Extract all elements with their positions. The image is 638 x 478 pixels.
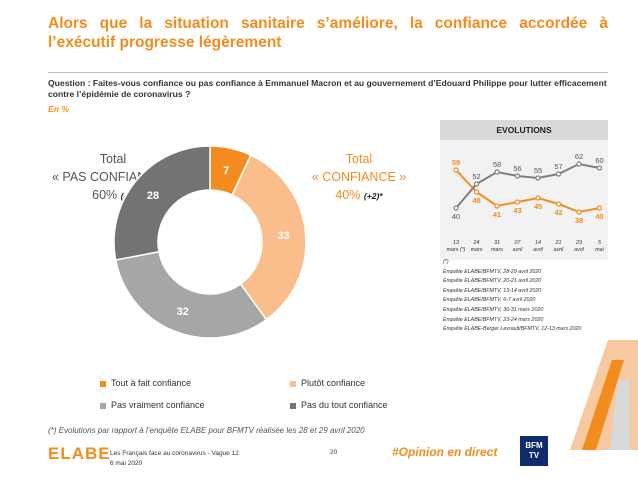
source-line: Enquête ELABE/BFMTV, 13-14 avril 2020	[443, 287, 542, 294]
evolution-value-label-1-0: 40	[452, 212, 460, 221]
total-confidence-line1: Total	[345, 152, 373, 166]
evolution-point-0-7	[596, 205, 603, 211]
evolution-value-label-0-5: 42	[554, 208, 562, 217]
title-divider	[48, 72, 608, 73]
legend-label-pas-du-tout: Pas du tout confiance	[301, 400, 388, 410]
page-number: 20	[330, 449, 338, 456]
source-line: Enquête ELABE/BFMTV, 28-29 avril 2020	[443, 268, 542, 275]
total-no-confidence-value: 60%	[92, 188, 118, 202]
hashtag: #Opinion en direct	[392, 445, 498, 459]
footer-line1: Les Français face au coronavirus - Vague…	[110, 450, 239, 457]
evolution-value-label-0-6: 38	[575, 216, 583, 225]
evolution-x-label-5: 21 avril	[554, 240, 565, 253]
total-confidence-delta: (+2)*	[363, 191, 383, 201]
evolution-point-1-2	[494, 169, 500, 175]
donut-label-pas-du-tout: 28	[147, 190, 159, 202]
evolution-point-1-3	[514, 173, 521, 179]
evolution-point-1-1	[473, 181, 480, 187]
legend-swatch-pas-vraiment	[100, 402, 106, 409]
evolution-point-0-0	[453, 167, 459, 173]
legend-label-pas-vraiment: Pas vraiment confiance	[111, 400, 205, 410]
evolution-x-label-2: 31 mars	[491, 240, 503, 253]
deco-shape-grey	[610, 380, 630, 450]
source-line: (*)	[443, 259, 449, 265]
source-line: Enquête ELABE/BFMTV, 20-21 avril 2020	[443, 278, 542, 285]
evolution-x-label-3: 07 avril	[513, 240, 524, 253]
legend-label-tout-a-fait: Tout à fait confiance	[111, 378, 192, 388]
evolution-point-1-5	[555, 171, 562, 177]
legend-item-pas-vraiment: Pas vraiment confiance	[100, 400, 205, 410]
total-confidence-line2: « CONFIANCE »	[311, 170, 407, 184]
evolution-point-1-7	[596, 165, 603, 171]
legend-item-plutot: Plutôt confiance	[290, 378, 365, 388]
evolution-title: EVOLUTIONS	[440, 120, 608, 140]
evolution-x-label-0: 13 mars (*)	[447, 240, 466, 253]
donut-chart: 7 33 32 28	[113, 145, 307, 339]
donut-label-plutot: 33	[278, 230, 290, 242]
evolution-point-0-1	[473, 189, 480, 195]
bfm-logo-line2: TV	[528, 451, 540, 460]
evolution-line-chart: 59 48 41 43 45 42 38 40 40 52 58 56 55 57 62 60 13 mars (…	[447, 152, 605, 253]
elabe-corner-decoration	[570, 340, 638, 450]
evolution-value-label-0-0: 59	[452, 158, 460, 167]
legend-swatch-tout-a-fait	[100, 380, 106, 387]
evolution-value-label-1-2: 58	[493, 160, 501, 169]
evolution-point-0-2	[494, 203, 500, 209]
evolution-point-0-3	[514, 199, 521, 205]
sources-list: (*) Enquête ELABE/BFMTV, 28-29 avril 2020…	[443, 258, 623, 335]
total-no-confidence-line1: Total	[99, 152, 127, 166]
evolution-value-label-1-7: 60	[595, 156, 603, 165]
source-line: Enquête ELABE-Berger Levrault/BFMTV, 12-…	[443, 326, 582, 333]
footer-text: Les Français face au coronavirus - Vague…	[110, 449, 239, 469]
evolution-x-label-1: 24 mars	[471, 240, 483, 253]
legend-item-pas-du-tout: Pas du tout confiance	[290, 400, 388, 410]
unit-label: En %	[48, 104, 70, 114]
elabe-logo: ELABE	[48, 444, 111, 463]
total-confidence: Total « CONFIANCE » 40% (+2)*	[300, 150, 418, 205]
evolution-series-line-0	[455, 169, 600, 214]
legend-item-tout-a-fait: Tout à fait confiance	[100, 378, 191, 388]
donut-slice-plutot	[231, 154, 307, 321]
page-title: Alors que la situation sanitaire s’améli…	[48, 15, 608, 51]
footer-line2: 6 mai 2020	[110, 460, 143, 467]
donut-slice-pas-vraiment	[114, 250, 268, 339]
evolution-point-0-6	[576, 209, 582, 215]
evolution-value-label-1-4: 55	[534, 166, 542, 175]
donut-slice-pas-du-tout	[113, 145, 211, 261]
footnote: (*) Evolutions par rapport à l’enquête E…	[48, 426, 365, 435]
evolution-panel	[440, 120, 608, 260]
evolution-point-1-6	[576, 161, 582, 167]
legend-swatch-pas-du-tout	[290, 402, 296, 409]
legend-label-plutot: Plutôt confiance	[301, 378, 366, 388]
evolution-point-1-0	[453, 205, 459, 211]
evolution-value-label-0-4: 45	[534, 202, 542, 211]
bfm-logo-line1: BFM	[525, 441, 543, 450]
evolution-point-1-4	[535, 175, 541, 181]
evolution-value-label-1-3: 56	[513, 164, 521, 173]
evolution-x-label-7: 5 mai	[595, 240, 604, 253]
source-line: Enquête ELABE/BFMTV, 6-7 avril 2020	[443, 297, 536, 304]
source-line: Enquête ELABE/BFMTV, 30-31 mars 2020	[443, 306, 544, 313]
deco-shape-orange	[582, 360, 624, 450]
evolution-value-label-0-7: 40	[595, 212, 603, 221]
bfmtv-logo: BFM TV	[520, 436, 548, 466]
evolution-value-label-0-2: 41	[493, 210, 501, 219]
source-line: Enquête ELABE/BFMTV, 23-24 mars 2020	[443, 316, 544, 323]
evolution-x-label-6: 29 avril	[574, 240, 585, 253]
evolution-value-label-0-3: 43	[513, 206, 521, 215]
evolution-series-line-1	[455, 162, 600, 209]
question-text: Question : Faites-vous confiance ou pas …	[48, 78, 607, 99]
legend-swatch-plutot	[290, 380, 296, 387]
donut-label-pas-vraiment: 32	[177, 306, 189, 318]
evolution-point-0-5	[555, 201, 562, 207]
evolution-value-label-1-6: 62	[575, 152, 583, 161]
evolution-value-label-0-1: 48	[472, 196, 480, 205]
donut-label-tout-a-fait: 7	[223, 165, 229, 177]
evolution-value-label-1-1: 52	[472, 172, 480, 181]
evolution-value-label-1-5: 57	[554, 162, 562, 171]
evolution-point-0-4	[535, 195, 541, 201]
total-confidence-value: 40%	[335, 188, 361, 202]
evolution-x-label-4: 14 avril	[533, 240, 544, 253]
